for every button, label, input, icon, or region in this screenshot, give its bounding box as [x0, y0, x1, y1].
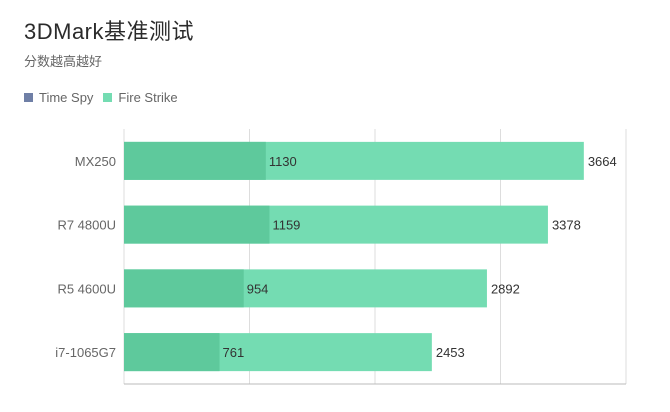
- legend-label-time-spy: Time Spy: [39, 90, 94, 105]
- value-label-time-spy-mx250: 1130: [269, 154, 297, 169]
- category-label-i7-1065g7: i7-1065G7: [55, 345, 116, 360]
- legend-item-fire-strike[interactable]: Fire Strike: [103, 90, 178, 105]
- category-label-r5-4600u: R5 4600U: [57, 281, 116, 296]
- bar-time-spy-r5-4600u[interactable]: [124, 269, 244, 308]
- value-label-fire-strike-r7-4800u: 3378: [552, 218, 581, 233]
- value-label-fire-strike-i7-1065g7: 2453: [436, 345, 465, 360]
- legend-item-time-spy[interactable]: Time Spy: [24, 90, 93, 105]
- value-label-time-spy-r7-4800u: 1159: [272, 218, 300, 233]
- value-label-time-spy-i7-1065g7: 761: [223, 345, 245, 360]
- value-label-time-spy-r5-4600u: 954: [247, 281, 269, 296]
- category-label-r7-4800u: R7 4800U: [57, 218, 116, 233]
- legend-swatch-fire-strike: [103, 93, 113, 102]
- chart-subtitle: 分数越高越好: [24, 54, 103, 69]
- value-label-fire-strike-r5-4600u: 2892: [491, 281, 520, 296]
- bar-time-spy-i7-1065g7[interactable]: [124, 333, 220, 372]
- legend-label-fire-strike: Fire Strike: [118, 90, 178, 105]
- category-label-mx250: MX250: [75, 154, 116, 169]
- bar-time-spy-mx250[interactable]: [124, 141, 266, 180]
- value-label-fire-strike-mx250: 3664: [588, 154, 617, 169]
- legend: Time Spy Fire Strike: [24, 90, 178, 105]
- legend-swatch-time-spy: [24, 93, 33, 102]
- chart-title: 3DMark基准测试: [24, 19, 195, 44]
- bar-time-spy-r7-4800u[interactable]: [124, 205, 270, 244]
